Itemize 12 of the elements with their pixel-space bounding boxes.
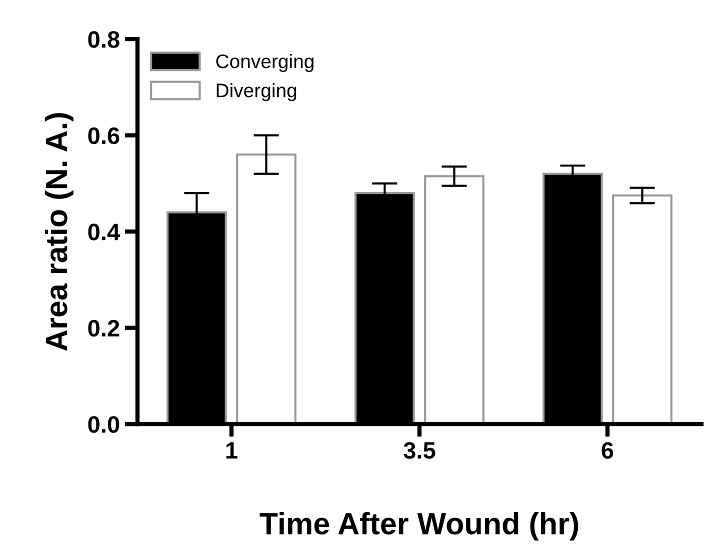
legend-label: Converging xyxy=(216,54,314,72)
x-tick-label: 3.5 xyxy=(404,442,436,459)
y-tick-label: 0.0 xyxy=(88,416,120,433)
x-axis-title: Time After Wound (hr) xyxy=(260,512,578,541)
y-tick-label: 0.6 xyxy=(88,127,120,144)
y-tick-label: 0.2 xyxy=(88,320,120,337)
x-tick-label: 6 xyxy=(602,442,614,459)
x-tick-label: 1 xyxy=(226,442,238,459)
y-axis-title: Area ratio (N. A.) xyxy=(44,113,74,351)
y-tick-label: 0.4 xyxy=(88,224,120,240)
legend-label: Diverging xyxy=(216,83,296,102)
y-tick-label: 0.8 xyxy=(88,31,120,48)
